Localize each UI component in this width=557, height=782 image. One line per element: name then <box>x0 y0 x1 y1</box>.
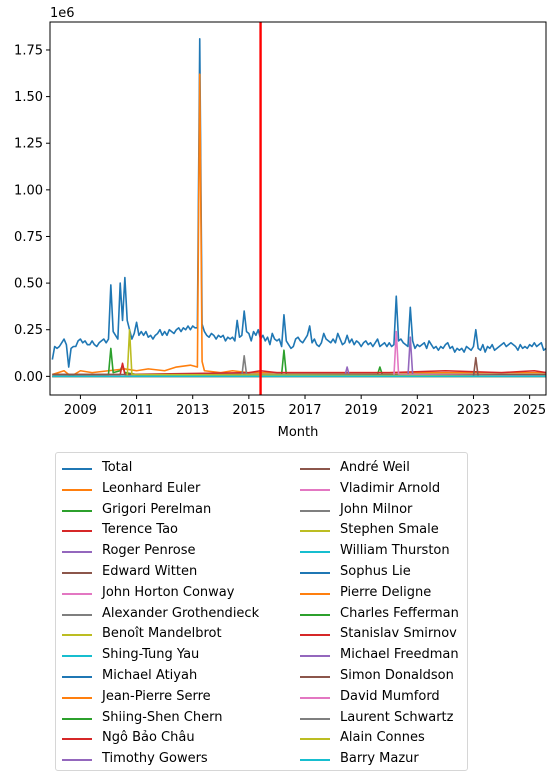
legend-label: Michael Freedman <box>340 647 459 663</box>
x-tick-label: 2021 <box>401 403 434 418</box>
legend-swatch <box>300 675 330 678</box>
legend-swatch <box>300 717 330 720</box>
x-axis-label: Month <box>278 425 319 440</box>
legend-label: Michael Atiyah <box>102 667 198 683</box>
y-tick-label: 0.25 <box>14 323 43 338</box>
series-line-grigori-perelman <box>52 347 546 376</box>
series-line-roger-penrose <box>52 336 546 378</box>
legend-label: Edward Witten <box>102 563 198 579</box>
legend-swatch <box>300 530 330 533</box>
legend-label: Alexander Grothendieck <box>102 605 260 621</box>
x-tick-label: 2009 <box>64 403 97 418</box>
legend-swatch <box>62 551 92 554</box>
legend-swatch <box>300 738 330 741</box>
legend-swatch <box>300 592 330 595</box>
legend-label: Ngô Bảo Châu <box>102 730 195 746</box>
y-scale-label: 1e6 <box>50 6 75 21</box>
legend-label: William Thurston <box>340 543 450 559</box>
legend-swatch <box>62 675 92 678</box>
legend-swatch <box>62 509 92 512</box>
plot-frame <box>49 21 547 396</box>
legend-label: André Weil <box>340 460 410 475</box>
legend-label: Shiing-Shen Chern <box>102 709 223 725</box>
legend-label: Barry Mazur <box>340 751 419 767</box>
legend: Total Leonhard Euler Grigori Perelman Teren… <box>55 452 468 771</box>
series-line-leonhard-euler <box>52 73 546 378</box>
legend-label: Sophus Lie <box>340 563 411 579</box>
legend-label: Vladimir Arnold <box>340 480 441 496</box>
legend-label: Pierre Deligne <box>340 584 432 600</box>
legend-label: Alain Connes <box>340 730 425 746</box>
legend-swatch <box>300 509 330 512</box>
legend-swatch <box>300 655 330 658</box>
legend-swatch <box>62 571 92 574</box>
legend-swatch <box>62 613 92 616</box>
legend-swatch <box>62 717 92 720</box>
legend-swatch <box>300 551 330 554</box>
legend-label: John Horton Conway <box>102 584 235 600</box>
legend-swatch <box>62 738 92 741</box>
legend-swatch <box>300 634 330 637</box>
y-tick-label: 0.00 <box>14 370 43 385</box>
legend-label: Terence Tao <box>102 522 179 538</box>
legend-swatch <box>62 759 92 762</box>
legend-label: Simon Donaldson <box>340 667 454 683</box>
legend-label: Roger Penrose <box>102 543 196 559</box>
x-tick-label: 2023 <box>457 403 490 418</box>
legend-swatch <box>62 655 92 658</box>
y-tick-label: 1.00 <box>14 183 43 198</box>
y-tick-label: 0.50 <box>14 277 43 292</box>
legend-label: Stanislav Smirnov <box>340 626 457 642</box>
y-tick-label: 1.50 <box>14 90 43 105</box>
y-tick-label: 1.75 <box>14 43 43 58</box>
y-tick-label: 1.25 <box>14 137 43 152</box>
legend-label: David Mumford <box>340 688 440 704</box>
legend-label: Grigori Perelman <box>102 501 212 517</box>
legend-swatch <box>62 530 92 533</box>
x-tick-label: 2019 <box>345 403 378 418</box>
legend-swatch <box>62 488 92 491</box>
legend-label: Total <box>102 460 133 475</box>
line-chart: 0.00 0.25 0.50 0.75 1.00 1.25 1.50 1.75 2009 201… <box>14 6 547 440</box>
y-axis: 0.00 0.25 0.50 0.75 1.00 1.25 1.50 1.75 <box>14 43 50 385</box>
legend-swatch <box>300 696 330 699</box>
legend-swatch <box>300 468 330 470</box>
legend-label: Shing-Tung Yau <box>102 647 200 663</box>
legend-swatch <box>62 592 92 595</box>
legend-label: John Milnor <box>340 501 413 517</box>
x-tick-label: 2013 <box>176 403 209 418</box>
legend-label: Benoît Mandelbrot <box>102 626 222 642</box>
legend-label: Jean-Pierre Serre <box>102 688 211 704</box>
x-tick-label: 2015 <box>232 403 265 418</box>
legend-label: Charles Fefferman <box>340 605 459 621</box>
series-line-total <box>51 37 546 368</box>
legend-label: Laurent Schwartz <box>340 709 454 725</box>
legend-label: Timothy Gowers <box>102 751 208 767</box>
legend-swatch <box>62 696 92 699</box>
legend-label: Stephen Smale <box>340 522 439 538</box>
legend-swatch <box>300 759 330 762</box>
series-line-terence-tao <box>52 362 546 376</box>
legend-swatch <box>62 634 92 637</box>
x-tick-label: 2011 <box>120 403 153 418</box>
legend-swatch <box>300 613 330 616</box>
x-tick-label: 2025 <box>513 403 546 418</box>
legend-label: Leonhard Euler <box>102 480 201 496</box>
y-tick-label: 0.75 <box>14 230 43 245</box>
x-axis: 2009 2011 2013 2015 2017 2019 2021 2023 2025 <box>64 395 546 418</box>
legend-swatch <box>62 468 92 470</box>
series-lines <box>51 37 546 378</box>
x-tick-label: 2017 <box>288 403 321 418</box>
legend-swatch <box>300 571 330 574</box>
legend-swatch <box>300 488 330 491</box>
